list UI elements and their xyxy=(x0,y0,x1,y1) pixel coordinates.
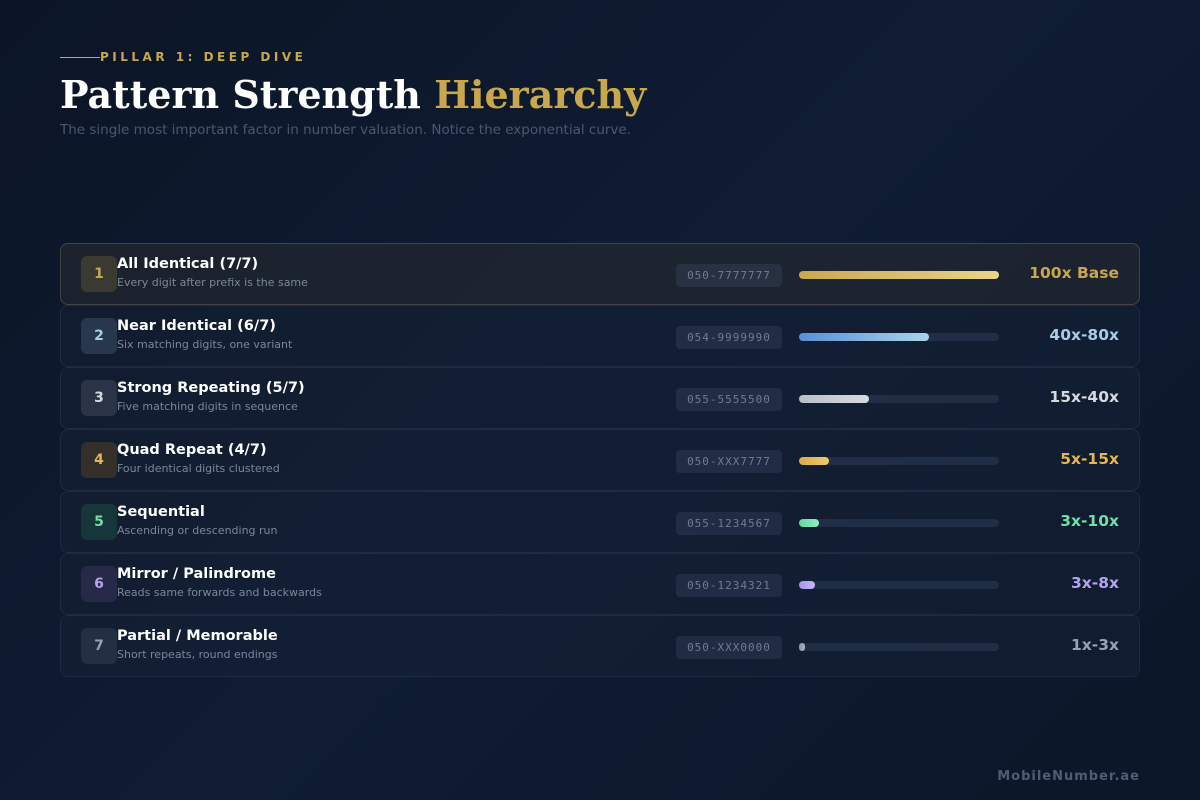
tier-info: Near Identical (6/7) Six matching digits… xyxy=(117,318,292,351)
tier-description: Five matching digits in sequence xyxy=(117,400,298,413)
example-number: 055-1234567 xyxy=(676,512,782,535)
tier-info: Mirror / Palindrome Reads same forwards … xyxy=(117,566,322,599)
rank-badge: 2 xyxy=(81,318,117,354)
rank-badge: 3 xyxy=(81,380,117,416)
title-main: Pattern Strength xyxy=(60,72,421,117)
tier-row: 6 Mirror / Palindrome Reads same forward… xyxy=(60,553,1140,615)
title-accent: Hierarchy xyxy=(434,72,647,117)
rank-badge: 1 xyxy=(81,256,117,292)
tier-description: Every digit after prefix is the same xyxy=(117,276,308,289)
rank-badge: 4 xyxy=(81,442,117,478)
rank-badge: 5 xyxy=(81,504,117,540)
multiplier-value: 40x-80x xyxy=(1049,326,1119,344)
tier-name: Sequential xyxy=(117,504,205,520)
strength-bar-fill xyxy=(799,271,999,279)
strength-bar xyxy=(799,333,999,341)
tier-row: 1 All Identical (7/7) Every digit after … xyxy=(60,243,1140,305)
brand-footer: MobileNumber.ae xyxy=(997,769,1140,784)
tier-name: Quad Repeat (4/7) xyxy=(117,442,267,458)
multiplier-value: 100x Base xyxy=(1029,264,1119,282)
tier-description: Six matching digits, one variant xyxy=(117,338,293,351)
tier-row: 2 Near Identical (6/7) Six matching digi… xyxy=(60,305,1140,367)
multiplier-value: 3x-10x xyxy=(1060,512,1119,530)
tier-row: 3 Strong Repeating (5/7) Five matching d… xyxy=(60,367,1140,429)
tier-description: Reads same forwards and backwards xyxy=(117,586,322,599)
strength-bar-fill xyxy=(799,643,805,651)
tier-row: 7 Partial / Memorable Short repeats, rou… xyxy=(60,615,1140,677)
rank-badge: 6 xyxy=(81,566,117,602)
tier-row: 5 Sequential Ascending or descending run… xyxy=(60,491,1140,553)
tier-row: 4 Quad Repeat (4/7) Four identical digit… xyxy=(60,429,1140,491)
tier-description: Short repeats, round endings xyxy=(117,648,278,661)
eyebrow-label: PILLAR 1: DEEP DIVE xyxy=(100,50,307,64)
strength-bar-fill xyxy=(799,581,815,589)
tier-info: Strong Repeating (5/7) Five matching dig… xyxy=(117,380,305,413)
tier-name: Mirror / Palindrome xyxy=(117,566,276,582)
multiplier-value: 3x-8x xyxy=(1071,574,1119,592)
strength-bar xyxy=(799,271,999,279)
example-number: 054-9999990 xyxy=(676,326,782,349)
multiplier-value: 5x-15x xyxy=(1060,450,1119,468)
example-number: 050-XXX0000 xyxy=(676,636,782,659)
strength-bar-fill xyxy=(799,333,929,341)
multiplier-value: 15x-40x xyxy=(1049,388,1119,406)
tier-name: All Identical (7/7) xyxy=(117,256,259,272)
multiplier-value: 1x-3x xyxy=(1071,636,1119,654)
strength-bar xyxy=(799,457,999,465)
example-number: 050-XXX7777 xyxy=(676,450,782,473)
strength-bar-fill xyxy=(799,395,869,403)
page-subtitle: The single most important factor in numb… xyxy=(60,122,632,138)
tier-info: Quad Repeat (4/7) Four identical digits … xyxy=(117,442,280,475)
rank-badge: 7 xyxy=(81,628,117,664)
strength-bar xyxy=(799,395,999,403)
strength-bar xyxy=(799,519,999,527)
eyebrow: PILLAR 1: DEEP DIVE xyxy=(60,50,306,64)
strength-bar xyxy=(799,643,999,651)
tier-info: Partial / Memorable Short repeats, round… xyxy=(117,628,278,661)
example-number: 050-7777777 xyxy=(676,264,782,287)
tier-name: Partial / Memorable xyxy=(117,628,278,644)
tier-name: Near Identical (6/7) xyxy=(117,318,276,334)
eyebrow-divider xyxy=(60,56,100,58)
tier-info: Sequential Ascending or descending run xyxy=(117,504,278,537)
example-number: 055-5555500 xyxy=(676,388,782,411)
strength-bar-fill xyxy=(799,519,819,527)
tier-list: 1 All Identical (7/7) Every digit after … xyxy=(60,243,1140,677)
example-number: 050-1234321 xyxy=(676,574,782,597)
tier-description: Four identical digits clustered xyxy=(117,462,280,475)
page-title: Pattern Strength Hierarchy xyxy=(60,72,646,117)
strength-bar-fill xyxy=(799,457,829,465)
tier-description: Ascending or descending run xyxy=(117,524,278,537)
strength-bar xyxy=(799,581,999,589)
tier-info: All Identical (7/7) Every digit after pr… xyxy=(117,256,308,289)
tier-name: Strong Repeating (5/7) xyxy=(117,380,305,396)
